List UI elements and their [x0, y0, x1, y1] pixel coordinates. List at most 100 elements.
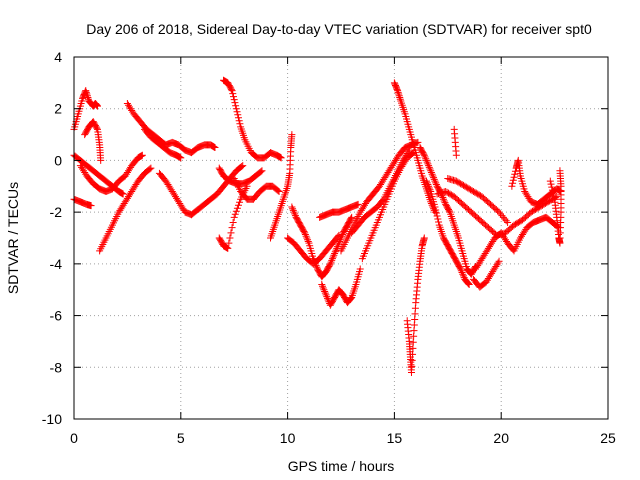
data-point	[510, 221, 518, 229]
data-point	[288, 203, 296, 211]
series-arc-30	[469, 257, 503, 291]
x-tick-label: 20	[493, 430, 509, 446]
data-point	[465, 281, 473, 289]
data-point	[226, 234, 234, 242]
data-point	[425, 163, 433, 171]
data-point	[146, 165, 154, 173]
data-point	[430, 174, 438, 182]
data-point	[326, 261, 334, 269]
data-point	[328, 256, 336, 264]
data-point	[434, 215, 442, 223]
data-point	[235, 117, 243, 125]
data-point	[258, 167, 266, 175]
data-point	[84, 94, 92, 102]
x-tick-label: 0	[70, 430, 78, 446]
data-point	[420, 234, 428, 242]
data-point	[87, 202, 95, 210]
data-point	[461, 182, 469, 190]
data-point	[303, 234, 311, 242]
data-point	[236, 198, 244, 206]
data-point	[447, 191, 455, 199]
data-point	[354, 200, 362, 208]
y-tick-label: 0	[54, 152, 62, 168]
data-point	[509, 176, 517, 184]
data-point	[435, 218, 443, 226]
data-point	[422, 177, 430, 185]
data-point	[465, 185, 473, 193]
data-point	[420, 151, 428, 159]
data-point	[464, 184, 472, 192]
data-point	[458, 268, 466, 276]
data-point	[556, 167, 564, 175]
data-point	[395, 92, 403, 100]
y-axis: -10 -8 -6 -4 -2 0 2 4	[42, 49, 608, 427]
data-point	[475, 191, 483, 199]
plot-frame	[73, 56, 609, 420]
data-point	[549, 189, 557, 197]
series-arc-25	[422, 177, 473, 289]
data-point	[514, 218, 522, 226]
data-point	[429, 172, 437, 180]
series-arc-9	[155, 162, 247, 219]
data-point	[321, 287, 329, 295]
series-arc-23	[403, 234, 428, 376]
data-point	[338, 231, 346, 239]
data-point	[464, 280, 472, 288]
data-point	[291, 210, 299, 218]
x-tick-label: 5	[177, 430, 185, 446]
data-point	[468, 187, 476, 195]
data-point	[457, 267, 465, 275]
data-point	[227, 85, 235, 93]
data-point	[459, 181, 467, 189]
data-point	[452, 151, 460, 159]
series-arc-26	[450, 125, 460, 159]
data-point	[427, 167, 435, 175]
data-point	[457, 180, 465, 188]
series-arc-18	[318, 265, 364, 309]
data-point	[82, 88, 90, 96]
data-point	[516, 218, 524, 226]
data-point	[471, 188, 479, 196]
data-point	[432, 181, 440, 189]
data-point	[147, 164, 155, 172]
data-point	[409, 338, 417, 346]
data-point	[446, 190, 454, 198]
y-tick-label: 2	[54, 101, 62, 117]
y-tick-label: -4	[50, 256, 63, 272]
data-point	[430, 175, 438, 183]
data-point	[469, 187, 477, 195]
data-point	[422, 155, 430, 163]
data-point	[275, 187, 283, 195]
data-point	[422, 156, 430, 164]
data-point	[511, 220, 519, 228]
data-point	[408, 356, 416, 364]
data-point	[442, 187, 450, 195]
data-point	[428, 170, 436, 178]
data-point	[509, 179, 517, 187]
data-point	[502, 217, 510, 225]
data-point	[431, 177, 439, 185]
data-point	[494, 259, 502, 267]
data-point	[494, 207, 502, 215]
series-arc-6	[96, 164, 155, 255]
series-arc-24	[416, 144, 480, 278]
data-point	[424, 181, 432, 189]
data-point	[504, 218, 512, 226]
x-axis-label: GPS time / hours	[288, 458, 395, 474]
data-point	[320, 286, 328, 294]
data-point	[313, 263, 321, 271]
data-point	[289, 205, 297, 213]
data-point	[277, 154, 285, 162]
data-point	[458, 181, 466, 189]
data-point	[257, 168, 265, 176]
data-point	[97, 156, 105, 164]
data-point	[304, 236, 312, 244]
y-tick-label: -2	[50, 204, 63, 220]
data-point	[336, 237, 344, 245]
data-point	[441, 199, 449, 207]
data-point	[356, 265, 364, 273]
data-point	[93, 102, 101, 110]
data-point	[301, 231, 309, 239]
data-point	[227, 229, 235, 237]
data-point	[440, 195, 448, 203]
